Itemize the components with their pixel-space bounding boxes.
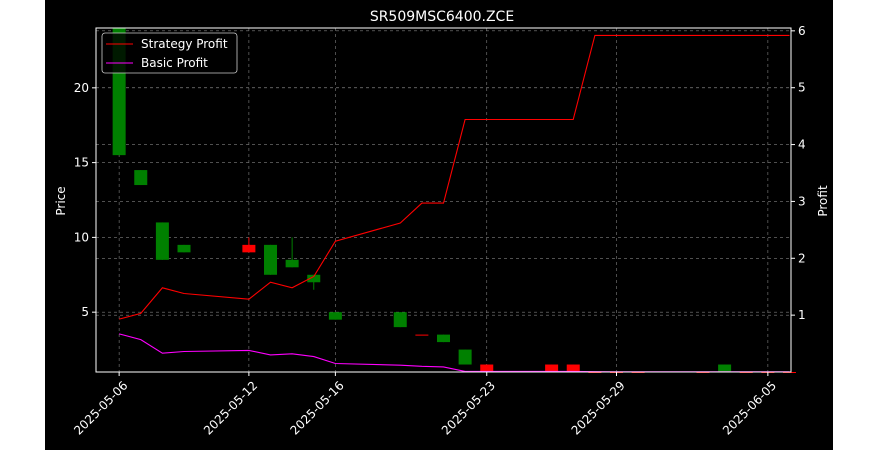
candle <box>307 274 321 290</box>
candle <box>415 334 429 336</box>
candle-body <box>718 364 732 372</box>
candle <box>155 222 169 260</box>
candle <box>134 170 148 186</box>
plot-area-border <box>95 27 792 373</box>
y-left-tick-label: 10 <box>74 230 89 244</box>
candle-body <box>155 222 169 260</box>
strategy-profit-line <box>118 34 790 320</box>
figure-background <box>45 0 833 450</box>
candle <box>328 312 342 320</box>
grid <box>96 28 791 372</box>
candle-body <box>328 312 342 320</box>
candle <box>458 349 472 365</box>
candle-body <box>437 334 450 343</box>
candle-body <box>242 244 256 253</box>
chart-svg: SR509MSC6400.ZCE 2025-05-06 2025-05-12 202… <box>45 0 833 450</box>
candle-body <box>545 364 559 372</box>
candle <box>545 364 559 372</box>
candle <box>437 334 450 343</box>
y-right-tick-label: 6 <box>798 24 806 38</box>
y-axis-left: 5 10 15 20 <box>74 81 96 319</box>
candle <box>480 364 494 372</box>
y-left-tick-label: 15 <box>74 156 89 170</box>
y-right-tick-label: 3 <box>798 194 806 208</box>
candle-body <box>480 364 494 372</box>
candle <box>393 312 407 328</box>
candle-body <box>415 334 429 336</box>
candle <box>264 244 278 275</box>
candle-body <box>393 312 407 328</box>
y-axis-right-label: Profit <box>816 185 830 217</box>
candle <box>242 237 256 253</box>
candle <box>718 364 732 372</box>
candle <box>177 244 191 253</box>
y-left-tick-label: 20 <box>74 81 89 95</box>
candle-body <box>285 259 299 268</box>
y-axis-left-label: Price <box>54 186 68 215</box>
candle-body <box>458 349 472 365</box>
candle-body <box>134 170 148 186</box>
y-right-tick-label: 4 <box>798 138 806 152</box>
candle <box>566 364 580 372</box>
chart-figure: SR509MSC6400.ZCE 2025-05-06 2025-05-12 202… <box>45 0 833 450</box>
y-axis-right: 1 2 3 4 5 6 <box>791 24 806 322</box>
y-left-tick-label: 5 <box>81 305 89 319</box>
legend: Strategy Profit Basic Profit <box>101 32 238 74</box>
y-right-tick-label: 5 <box>798 81 806 95</box>
candle-body <box>566 364 580 372</box>
legend-box <box>101 32 238 74</box>
candle-body <box>307 274 321 283</box>
candle <box>285 237 299 268</box>
chart-title: SR509MSC6400.ZCE <box>370 9 514 25</box>
candle-body <box>177 244 191 253</box>
legend-label-basic-profit: Basic Profit <box>141 56 208 70</box>
y-right-tick-label: 2 <box>798 251 806 265</box>
y-right-tick-label: 1 <box>798 308 806 322</box>
candle-body <box>264 244 278 275</box>
legend-label-strategy-profit: Strategy Profit <box>141 37 228 51</box>
